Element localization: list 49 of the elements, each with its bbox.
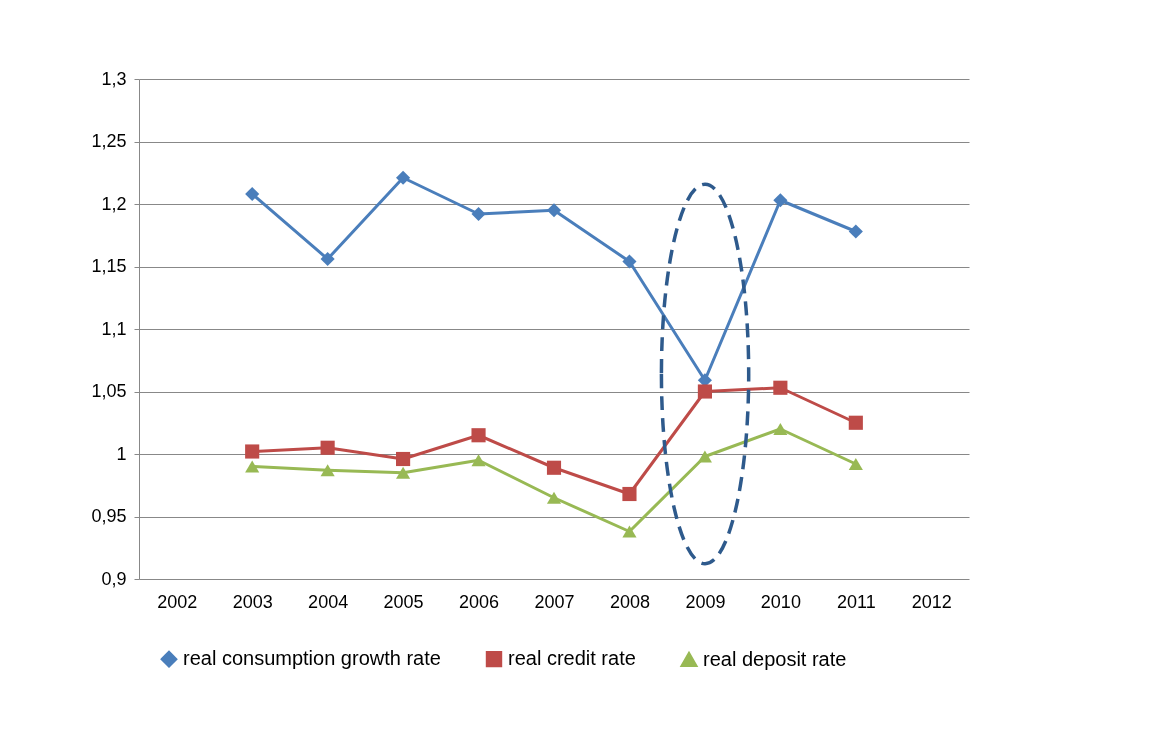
point <box>546 491 562 504</box>
point <box>245 444 260 459</box>
point <box>471 206 486 222</box>
point <box>320 464 335 477</box>
x-tick-label: 2011 <box>836 591 876 612</box>
legend-label: real consumption growth rate <box>183 647 441 670</box>
y-tick-label: 1,2 <box>101 193 127 214</box>
x-tick-label: 2012 <box>911 591 952 612</box>
point <box>697 384 712 399</box>
x-tick-label: 2004 <box>308 591 349 612</box>
x-tick-label: 2007 <box>534 591 575 612</box>
point <box>697 450 712 463</box>
y-tick-label: 1,05 <box>91 381 127 401</box>
x-tick-label: 2005 <box>383 591 424 612</box>
y-tick-label: 1,15 <box>91 256 127 276</box>
y-tick-label: 1,25 <box>91 131 127 151</box>
legend-label: real deposit rate <box>703 647 847 670</box>
point <box>396 466 411 479</box>
point <box>546 460 562 475</box>
point <box>773 422 788 436</box>
point <box>396 451 411 467</box>
point <box>396 170 411 185</box>
y-tick-label: 0,95 <box>91 506 127 526</box>
y-tick-label: 1,1 <box>101 318 127 339</box>
x-tick-label: 2006 <box>459 591 500 612</box>
point <box>848 224 863 239</box>
point <box>320 440 335 455</box>
point <box>471 454 486 467</box>
x-tick-label: 2003 <box>232 591 273 612</box>
point <box>245 460 260 473</box>
legend-label: real credit rate <box>508 647 636 670</box>
point <box>773 193 788 208</box>
y-tick-label: 1,3 <box>101 68 127 89</box>
point <box>546 203 562 218</box>
point <box>245 186 260 202</box>
point <box>773 380 788 395</box>
y-tick-label: 1 <box>116 443 127 464</box>
point <box>622 254 637 269</box>
point <box>622 486 637 502</box>
x-tick-label: 2008 <box>609 591 650 612</box>
point <box>848 415 863 430</box>
point <box>848 457 863 471</box>
x-tick-label: 2002 <box>157 591 198 612</box>
x-tick-label: 2009 <box>685 591 726 612</box>
point <box>320 251 335 267</box>
x-tick-label: 2010 <box>760 591 801 612</box>
point <box>622 525 637 538</box>
point <box>471 428 486 443</box>
y-tick-label: 0,9 <box>101 568 127 589</box>
